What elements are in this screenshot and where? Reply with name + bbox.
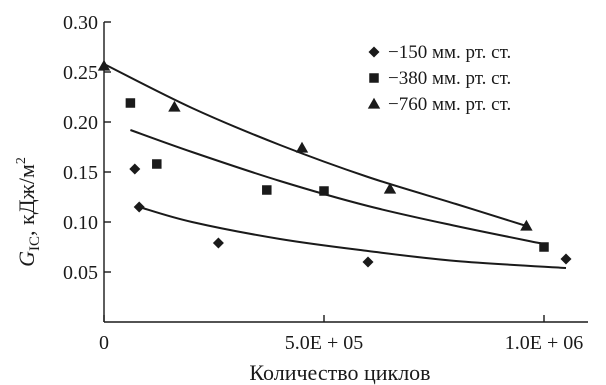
x-tick-label: 0 <box>99 332 109 354</box>
data-point-triangle <box>383 182 397 194</box>
x-tick-label: 1.0E + 06 <box>505 332 584 354</box>
plot-area: 0.05 0.10 0.15 0.20 0.25 0.30 0 5.0E + 05 1.0E +… <box>63 12 588 354</box>
y-tick-label: 0.25 <box>63 62 98 84</box>
data-point-diamond <box>362 256 374 268</box>
y-axis-title-subscript: IC <box>27 236 43 251</box>
data-point-square <box>125 98 136 108</box>
legend-marker-triangle <box>367 97 381 109</box>
data-point-diamond <box>133 201 145 213</box>
data-point-triangle <box>168 100 181 112</box>
data-point-square <box>262 185 272 195</box>
legend-label: −760 мм. рт. ст. <box>388 94 511 115</box>
y-tick-label: 0.05 <box>63 262 98 284</box>
data-point-square <box>152 159 162 169</box>
data-point-square <box>319 186 329 196</box>
x-tick-label: 5.0E + 05 <box>285 332 364 354</box>
data-point-diamond <box>129 163 141 175</box>
trend-line-diamond <box>138 206 567 269</box>
trend-line-triangle <box>103 63 527 227</box>
data-point-diamond <box>560 253 572 265</box>
y-tick-label: 0.30 <box>63 12 98 34</box>
legend: −150 мм. рт. ст. −380 мм. рт. ст. −760 мм.… <box>367 42 511 115</box>
y-axis-title-main: G <box>14 251 39 267</box>
data-point-triangle <box>97 59 111 71</box>
data-point-square <box>539 242 549 252</box>
data-point-triangle <box>520 219 533 231</box>
data-point-triangle <box>295 141 309 153</box>
legend-label: −380 мм. рт. ст. <box>388 68 511 89</box>
svg-text:GIC, кДж/м2: GIC, кДж/м2 <box>14 157 43 267</box>
x-axis-title: Количество циклов <box>249 360 430 385</box>
y-tick-label: 0.10 <box>63 212 98 234</box>
y-tick-label: 0.15 <box>63 162 98 184</box>
legend-marker-square <box>369 73 379 83</box>
y-axis-title-superscript: 2 <box>14 157 29 164</box>
y-axis-title-unit: , кДж/м <box>14 164 39 236</box>
y-axis-title: GIC, кДж/м2 <box>14 157 43 267</box>
legend-marker-diamond <box>368 46 380 58</box>
y-tick-label: 0.20 <box>63 112 98 134</box>
trend-line-square <box>130 129 545 245</box>
legend-label: −150 мм. рт. ст. <box>388 42 511 63</box>
data-point-diamond <box>212 237 224 249</box>
